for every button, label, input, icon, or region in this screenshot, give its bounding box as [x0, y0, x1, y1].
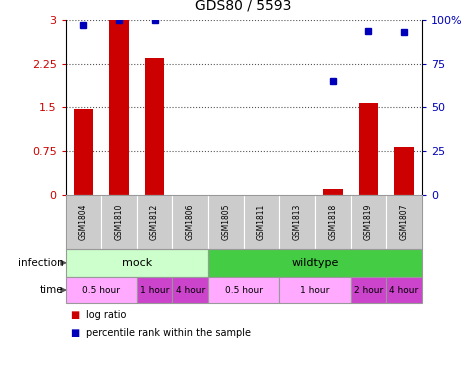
Text: 2 hour: 2 hour	[354, 285, 383, 295]
Text: GSM1805: GSM1805	[221, 203, 230, 240]
Text: GSM1813: GSM1813	[293, 203, 302, 240]
Text: GSM1812: GSM1812	[150, 203, 159, 240]
Text: GSM1818: GSM1818	[328, 203, 337, 240]
Bar	[359, 103, 378, 195]
Text: 1 hour: 1 hour	[140, 285, 169, 295]
Text: wildtype: wildtype	[291, 258, 339, 268]
Bar	[145, 58, 164, 195]
Text: GSM1819: GSM1819	[364, 203, 373, 240]
Text: time: time	[39, 285, 63, 295]
Text: 4 hour: 4 hour	[176, 285, 205, 295]
Bar	[109, 20, 129, 195]
Bar	[394, 147, 414, 195]
Text: GSM1810: GSM1810	[114, 203, 124, 240]
Text: mock: mock	[122, 258, 152, 268]
Text: ■: ■	[70, 328, 79, 338]
Text: 1 hour: 1 hour	[300, 285, 330, 295]
Text: GDS80 / 5593: GDS80 / 5593	[196, 0, 292, 13]
Text: GSM1806: GSM1806	[186, 203, 195, 240]
Text: 4 hour: 4 hour	[390, 285, 418, 295]
Text: 0.5 hour: 0.5 hour	[225, 285, 263, 295]
Text: 0.5 hour: 0.5 hour	[82, 285, 120, 295]
Text: GSM1804: GSM1804	[79, 203, 88, 240]
Text: infection: infection	[18, 258, 63, 268]
Text: GSM1807: GSM1807	[399, 203, 408, 240]
Bar	[74, 109, 93, 195]
Text: GSM1811: GSM1811	[257, 203, 266, 240]
Text: log ratio: log ratio	[86, 310, 126, 321]
Bar	[323, 189, 342, 195]
Text: ■: ■	[70, 310, 79, 321]
Text: percentile rank within the sample: percentile rank within the sample	[86, 328, 251, 338]
